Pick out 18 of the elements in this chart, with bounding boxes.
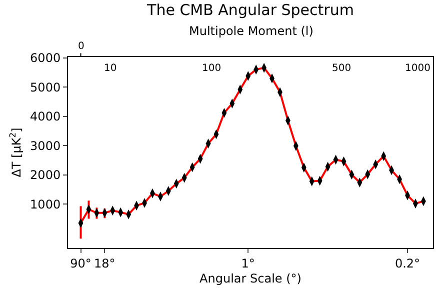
- x-tick-label: 0.2°: [394, 256, 420, 270]
- x-tick-label: 1°: [241, 256, 255, 270]
- y-tick-label: 6000: [30, 51, 61, 66]
- y-tick-label: 2000: [30, 168, 61, 182]
- chart-title: The CMB Angular Spectrum: [146, 0, 354, 19]
- y-tick-label: 4000: [30, 110, 61, 124]
- x2-axis-title: Multipole Moment (l): [189, 24, 314, 38]
- y-tick-label: 1000: [30, 197, 61, 212]
- x-axis-title: Angular Scale (°): [200, 271, 302, 286]
- annotation: 1000: [405, 63, 430, 74]
- annotation: 100: [202, 63, 222, 74]
- annotation: 500: [332, 63, 352, 74]
- y-tick-label: 5000: [30, 80, 61, 94]
- annotation: 10: [104, 63, 117, 74]
- y-tick-label: 3000: [30, 138, 61, 153]
- text: 0: [78, 41, 84, 52]
- x-tick-label: 18°: [94, 256, 116, 270]
- x-tick-label: 90°: [70, 256, 92, 270]
